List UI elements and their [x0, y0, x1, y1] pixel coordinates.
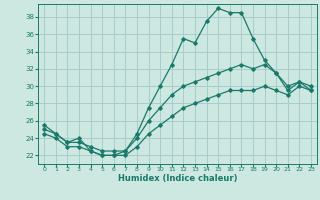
X-axis label: Humidex (Indice chaleur): Humidex (Indice chaleur): [118, 174, 237, 183]
